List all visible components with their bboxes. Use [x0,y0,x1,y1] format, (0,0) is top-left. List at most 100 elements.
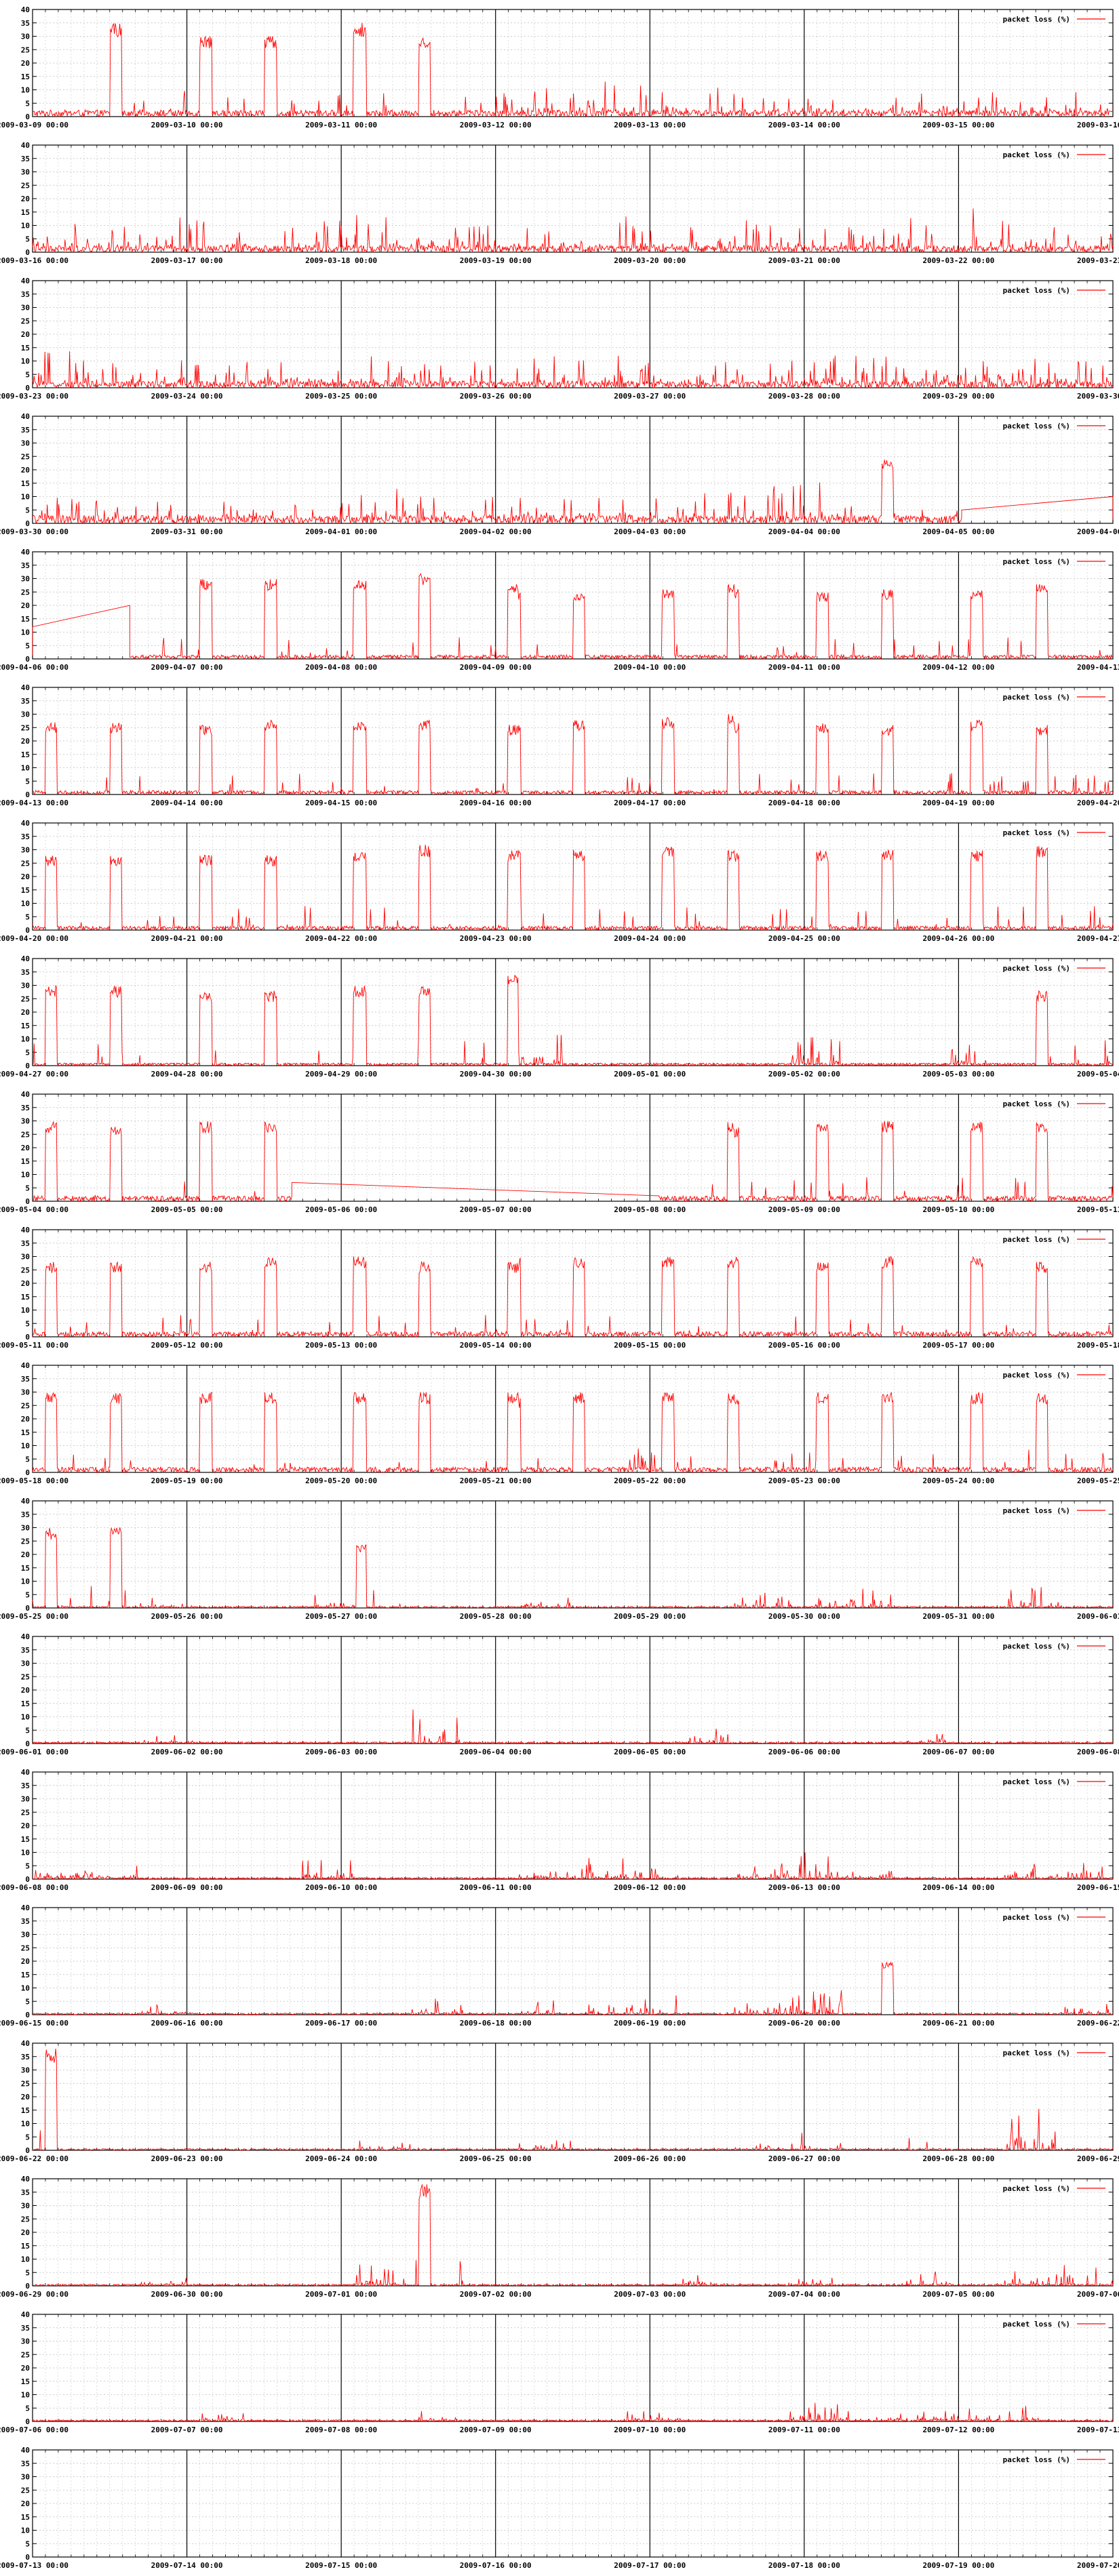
y-tick-label: 5 [25,1319,30,1328]
y-tick-label: 5 [25,370,30,379]
y-tick-label: 35 [21,2053,30,2061]
legend-label: packet loss (%) [1003,1506,1070,1515]
y-tick-label: 0 [25,1062,30,1070]
x-tick-label: 2009-04-04 00:00 [768,527,840,536]
y-tick-label: 35 [21,1375,30,1384]
x-tick-label: 2009-04-21 00:00 [151,934,223,943]
y-tick-label: 0 [25,113,30,121]
chart-panel: 0 5 10 15 20 25 30 35 40 2009-05-11 00:00 2009-05-… [0,1220,1119,1356]
packet-loss-series-line [32,1527,1114,1609]
legend-label: packet loss (%) [1003,1235,1070,1244]
x-tick-label: 2009-05-20 00:00 [305,1476,377,1485]
y-tick-label: 35 [21,19,30,28]
y-tick-label: 20 [21,2364,30,2373]
y-tick-label: 10 [21,2120,30,2129]
y-tick-label: 30 [21,2337,30,2346]
y-tick-label: 5 [25,506,30,515]
x-tick-label: 2009-06-08 00:00 [1077,1748,1119,1756]
x-tick-label: 2009-05-17 00:00 [922,1341,994,1350]
packet-loss-series-line [32,1709,1114,1745]
chart-panel: 0 5 10 15 20 25 30 35 40 2009-04-27 00:00 2009-04-… [0,949,1119,1085]
y-tick-label: 35 [21,968,30,977]
chart-panel-svg: 0 5 10 15 20 25 30 35 40 2009-05-18 00:00 2009-05-… [0,1361,1119,1485]
y-tick-label: 0 [25,655,30,664]
x-tick-label: 2009-04-07 00:00 [151,663,223,672]
packet-loss-series-line [32,1961,1114,2016]
y-tick-label: 35 [21,832,30,841]
y-tick-label: 30 [21,1524,30,1533]
y-tick-label: 15 [21,2242,30,2251]
chart-panel: 0 5 10 15 20 25 30 35 40 2009-06-22 00:00 2009-06-… [0,2034,1119,2169]
x-tick-label: 2009-05-18 00:00 [1077,1341,1119,1350]
y-tick-label: 25 [21,1401,30,1410]
chart-panel: 0 5 10 15 20 25 30 35 40 2009-05-18 00:00 2009-05-… [0,1356,1119,1491]
y-tick-label: 30 [21,1931,30,1939]
x-tick-label: 2009-06-25 00:00 [460,2154,532,2163]
x-tick-label: 2009-07-06 00:00 [1077,2290,1119,2299]
x-tick-label: 2009-05-25 00:00 [1077,1476,1119,1485]
chart-panel: 0 5 10 15 20 25 30 35 40 2009-04-20 00:00 2009-04-… [0,813,1119,949]
y-tick-label: 40 [21,1090,30,1099]
x-tick-label: 2009-04-24 00:00 [614,934,686,943]
x-tick-label: 2009-04-05 00:00 [922,527,994,536]
y-tick-label: 40 [21,1768,30,1777]
y-tick-label: 35 [21,2188,30,2197]
y-tick-label: 5 [25,1590,30,1599]
y-tick-label: 25 [21,1808,30,1817]
x-tick-label: 2009-06-08 00:00 [0,1883,68,1892]
legend-label: packet loss (%) [1003,1100,1070,1108]
chart-panel-svg: 0 5 10 15 20 25 30 35 40 2009-03-30 00:00 2009-03-… [0,412,1119,536]
y-tick-label: 0 [25,790,30,799]
x-tick-label: 2009-04-16 00:00 [460,799,532,807]
packet-loss-series-line [32,1852,1114,1880]
x-tick-label: 2009-05-19 00:00 [151,1476,223,1485]
y-tick-label: 30 [21,1659,30,1668]
x-tick-label: 2009-03-22 00:00 [922,256,994,265]
chart-panel: 0 5 10 15 20 25 30 35 40 2009-03-23 00:00 2009-03-… [0,271,1119,407]
y-tick-label: 10 [21,86,30,95]
y-tick-label: 40 [21,2039,30,2048]
x-tick-label: 2009-06-20 00:00 [768,2019,840,2028]
y-tick-label: 25 [21,181,30,190]
plot-border [32,9,1114,117]
x-tick-label: 2009-05-22 00:00 [614,1476,686,1485]
x-tick-label: 2009-05-31 00:00 [922,1612,994,1621]
y-tick-label: 0 [25,1468,30,1477]
legend-label: packet loss (%) [1003,1642,1070,1651]
y-tick-label: 40 [21,683,30,692]
chart-panel: 0 5 10 15 20 25 30 35 40 2009-05-04 00:00 2009-05-… [0,1085,1119,1220]
y-tick-label: 0 [25,248,30,257]
y-tick-label: 10 [21,2255,30,2264]
y-tick-label: 5 [25,2133,30,2141]
chart-panel-svg: 0 5 10 15 20 25 30 35 40 2009-04-13 00:00 2009-04-… [0,683,1119,807]
y-tick-label: 40 [21,277,30,285]
y-tick-label: 25 [21,2350,30,2359]
y-tick-label: 40 [21,1361,30,1370]
y-tick-label: 0 [25,1604,30,1613]
x-tick-label: 2009-04-22 00:00 [305,934,377,943]
y-tick-label: 5 [25,1455,30,1464]
y-tick-label: 20 [21,466,30,475]
y-tick-label: 35 [21,1646,30,1655]
x-tick-label: 2009-05-03 00:00 [922,1070,994,1079]
x-tick-label: 2009-06-01 00:00 [0,1748,68,1756]
x-tick-label: 2009-03-15 00:00 [922,121,994,129]
y-tick-label: 25 [21,859,30,868]
x-tick-label: 2009-07-01 00:00 [305,2290,377,2299]
y-tick-label: 40 [21,141,30,150]
y-tick-label: 30 [21,575,30,584]
y-tick-label: 25 [21,588,30,597]
x-tick-label: 2009-06-29 00:00 [1077,2154,1119,2163]
y-tick-label: 15 [21,1293,30,1302]
x-tick-label: 2009-05-13 00:00 [305,1341,377,1350]
x-tick-label: 2009-05-05 00:00 [151,1205,223,1214]
y-tick-label: 25 [21,994,30,1003]
y-tick-label: 15 [21,73,30,81]
y-tick-label: 5 [25,1726,30,1735]
y-tick-label: 40 [21,1632,30,1641]
y-tick-label: 0 [25,2417,30,2426]
y-tick-label: 10 [21,357,30,366]
packet-loss-series-line [32,714,1114,796]
x-tick-label: 2009-06-12 00:00 [614,1883,686,1892]
